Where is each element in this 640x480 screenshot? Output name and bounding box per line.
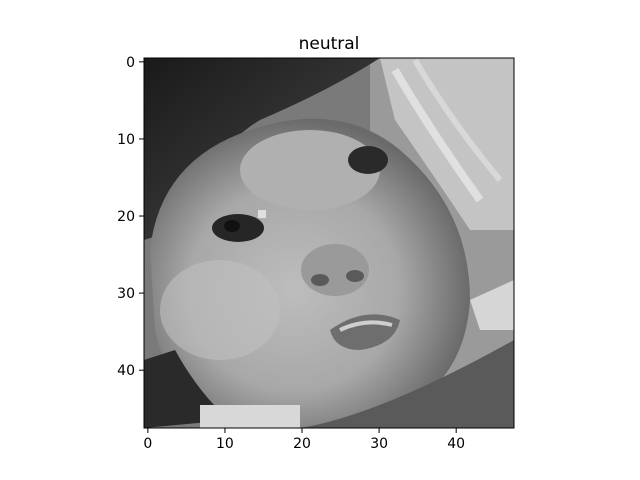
y-tick-label: 20 xyxy=(117,209,135,225)
y-tick-label: 40 xyxy=(117,363,135,379)
x-tick-label: 20 xyxy=(293,436,311,452)
x-tick-label: 40 xyxy=(447,436,465,452)
x-tick-label: 30 xyxy=(370,436,388,452)
x-tick-label: 0 xyxy=(143,436,152,452)
y-tick-label: 0 xyxy=(126,55,135,71)
x-tick-label: 10 xyxy=(216,436,234,452)
plot-title: neutral xyxy=(299,34,360,54)
y-axis: 0 10 20 30 40 xyxy=(117,55,144,379)
y-tick-label: 30 xyxy=(117,286,135,302)
y-tick-label: 10 xyxy=(117,132,135,148)
grayscale-face-image xyxy=(144,58,514,428)
x-axis: 0 10 20 30 40 xyxy=(143,428,465,452)
axes-frame xyxy=(143,57,515,429)
